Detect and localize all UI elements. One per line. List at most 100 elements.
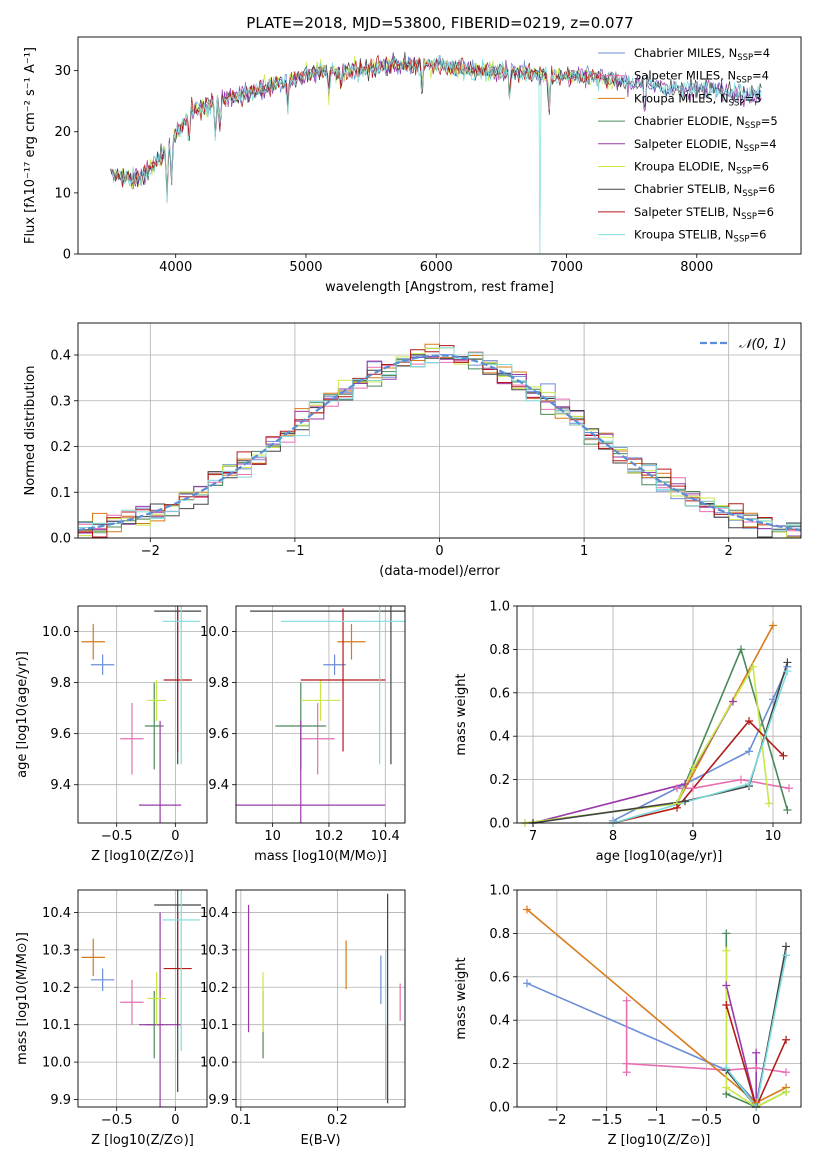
- y-tick-label: 20: [54, 125, 71, 140]
- plot-area: [81, 606, 202, 823]
- x-tick-label: 8: [609, 829, 617, 844]
- errorbar-point: [162, 606, 200, 765]
- legend-label: Chabrier MILES, NSSP=4: [634, 46, 770, 63]
- y-axis-label: mass [log10(M/M⊙)]: [15, 932, 30, 1065]
- data-point-marker: [622, 1068, 631, 1077]
- errorbar-point: [138, 912, 182, 1107]
- legend-value: =6: [757, 205, 774, 219]
- axes-frame: [77, 889, 208, 1108]
- y-axis-label: Normed distribution: [23, 366, 38, 496]
- data-point-marker: [782, 1068, 791, 1077]
- data-point-marker: [722, 1001, 731, 1010]
- data-point-marker: [782, 1035, 791, 1044]
- series-line: [725, 946, 787, 1107]
- data-point-marker: [745, 779, 753, 788]
- data-point-marker: [689, 764, 697, 773]
- legend-label: Salpeter MILES, NSSP=4: [634, 69, 769, 86]
- y-tick-label: 10.2: [42, 981, 71, 996]
- errorbar-point: [236, 720, 386, 823]
- axes-frame: [77, 322, 802, 539]
- grid: [78, 890, 207, 1107]
- x-axis-label: mass [log10(M/M⊙)]: [254, 849, 387, 864]
- errorbar-point: [162, 890, 200, 1051]
- x-tick-label: −1: [647, 1113, 666, 1128]
- grid: [236, 606, 405, 823]
- x-tick-label: −1.5: [591, 1113, 623, 1128]
- errorbar-point: [120, 703, 144, 775]
- y-tick-label: 9.6: [50, 727, 71, 742]
- data-point-marker: [522, 979, 531, 988]
- y-tick-label: 0.4: [489, 1014, 510, 1029]
- grid: [517, 889, 801, 1108]
- data-point-marker: [722, 1063, 731, 1072]
- data-point-marker: [782, 1087, 791, 1096]
- spectrum-series-line: [112, 55, 619, 196]
- x-tick-label: 10.4: [371, 829, 400, 844]
- histogram-series-step: [78, 347, 801, 531]
- y-tick-label: 0.3: [50, 394, 71, 409]
- data-point-marker: [752, 1063, 761, 1072]
- data-point-marker: [737, 775, 745, 784]
- data-point-marker: [673, 803, 681, 812]
- y-tick-label: 30: [54, 64, 71, 79]
- errorbar-point: [120, 979, 144, 1025]
- axes-frame: [235, 605, 406, 824]
- data-point-marker: [769, 695, 777, 704]
- y-tick-label: 0.6: [489, 686, 510, 701]
- errorbar-point: [147, 680, 166, 721]
- chart-residuals: −2 −1 0 1 2 0.0 0.1 0.2 0.3 0.4 (data-model)/error…: [23, 322, 802, 579]
- x-tick-label: 4000: [159, 260, 192, 275]
- y-tick-label: 10.1: [42, 1018, 71, 1033]
- legend-subscript: SSP: [729, 98, 745, 108]
- y-tick-label: 0.4: [489, 730, 510, 745]
- data-point-marker: [783, 667, 792, 676]
- data-point-marker: [782, 942, 791, 951]
- legend-label: 𝒩(0, 1): [739, 337, 786, 352]
- y-tick-label: 10.2: [200, 981, 229, 996]
- axes-frame: [77, 36, 802, 255]
- normal-reference-curve: [78, 354, 801, 532]
- legend-value: =3: [744, 91, 761, 105]
- legend-label: Chabrier STELIB, NSSP=6: [634, 182, 775, 199]
- data-point-marker: [765, 799, 773, 808]
- data-point-marker: [722, 946, 731, 955]
- errorbar-point: [147, 972, 166, 1025]
- x-tick-label: −0.5: [101, 1113, 133, 1128]
- legend-subscript: SSP: [741, 212, 757, 222]
- y-tick-label: 0.8: [489, 643, 510, 658]
- y-tick-label: 9.4: [208, 778, 229, 793]
- errorbar-point: [337, 623, 366, 660]
- y-tick-label: 0: [63, 248, 71, 263]
- series-line: [612, 719, 784, 823]
- errorbar-point: [90, 654, 115, 675]
- x-axis-label: Z [log10(Z/Z⊙)]: [91, 1133, 194, 1148]
- legend-subscript: SSP: [737, 53, 753, 63]
- y-tick-label: 9.4: [50, 778, 71, 793]
- legend-subscript: SSP: [742, 189, 758, 199]
- errorbar-point: [300, 703, 335, 775]
- y-axis-label: mass weight: [454, 673, 469, 755]
- y-tick-label: 10.3: [200, 943, 229, 958]
- errorbar-point: [90, 968, 115, 992]
- y-axis-label: age [log10(age/yr)]: [15, 651, 30, 778]
- chart-weight-vs-Z: −2 −1.5 −1 −0.5 0 0.0 0.2 0.4 0.6 0.8 1.0 Z [log10(…: [454, 884, 802, 1148]
- series-line: [524, 664, 770, 823]
- legend-subscript: SSP: [736, 167, 752, 177]
- data-point-marker: [722, 1083, 731, 1092]
- axes-frame: [235, 889, 406, 1108]
- y-tick-label: 0.2: [50, 440, 71, 455]
- y-tick-label: 10.3: [42, 943, 71, 958]
- x-tick-label: −0.5: [691, 1113, 723, 1128]
- legend-label: Salpeter ELODIE, NSSP=4: [634, 137, 777, 154]
- plot-area: [81, 890, 202, 1107]
- chart-age-vs-Z: −0.5 0 9.4 9.6 9.8 10.0 Z [log10(Z/Z⊙)] age [lo…: [15, 605, 208, 864]
- data-point-marker: [769, 621, 777, 630]
- x-tick-label: 10: [264, 829, 281, 844]
- x-tick-label: 0: [435, 544, 443, 559]
- x-axis-label: wavelength [Angstrom, rest frame]: [325, 280, 554, 295]
- legend-label: Kroupa ELODIE, NSSP=6: [634, 160, 769, 177]
- y-tick-label: 9.8: [208, 676, 229, 691]
- data-point-marker: [779, 751, 788, 760]
- data-point-marker: [622, 996, 631, 1005]
